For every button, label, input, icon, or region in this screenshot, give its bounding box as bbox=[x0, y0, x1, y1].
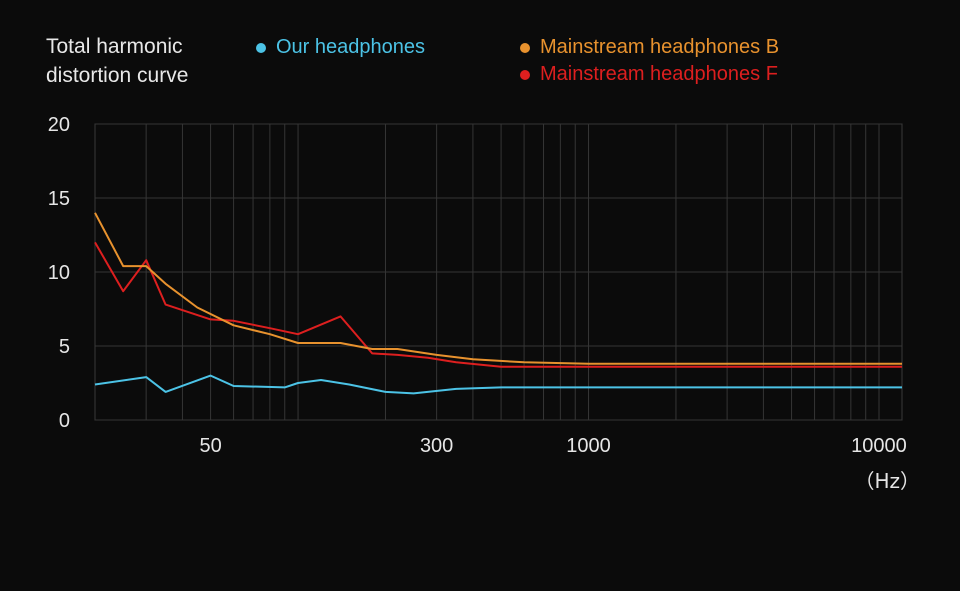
y-tick-label: 10 bbox=[48, 262, 70, 284]
grid bbox=[94, 123, 903, 421]
legend-swatch-mainstream-f bbox=[520, 69, 530, 80]
x-tick-label: 300 bbox=[420, 435, 453, 457]
legend-item-our-headphones: Our headphones bbox=[256, 36, 425, 59]
series-line-our-headphones bbox=[94, 374, 902, 395]
chart-title-line1: Total harmonic bbox=[46, 35, 183, 58]
legend-label-mainstream-f: Mainstream headphones F bbox=[540, 63, 778, 85]
legend-label-our-headphones: Our headphones bbox=[276, 36, 426, 58]
series-line-mainstream-b bbox=[94, 212, 902, 365]
chart-title-line2: distortion curve bbox=[46, 64, 189, 87]
x-tick-label: 1000 bbox=[566, 435, 611, 457]
y-tick-label: 15 bbox=[48, 188, 70, 210]
y-tick-label: 20 bbox=[48, 114, 70, 136]
series-line-mainstream-f bbox=[94, 241, 902, 368]
x-unit-label: （Hz） bbox=[854, 469, 920, 493]
y-tick-label: 5 bbox=[59, 336, 70, 358]
y-tick-label: 0 bbox=[59, 410, 70, 432]
x-tick-label: 50 bbox=[199, 435, 221, 457]
legend-label-mainstream-b: Mainstream headphones B bbox=[540, 36, 780, 58]
chart-title: Total harmonic distortion curve bbox=[46, 32, 266, 90]
legend-item-mainstream-f: Mainstream headphones F bbox=[520, 63, 778, 86]
x-tick-label: 10000 bbox=[851, 435, 907, 457]
legend-swatch-mainstream-b bbox=[520, 42, 530, 53]
legend-swatch-our-headphones bbox=[256, 42, 266, 53]
legend-item-mainstream-b: Mainstream headphones B bbox=[520, 36, 779, 59]
